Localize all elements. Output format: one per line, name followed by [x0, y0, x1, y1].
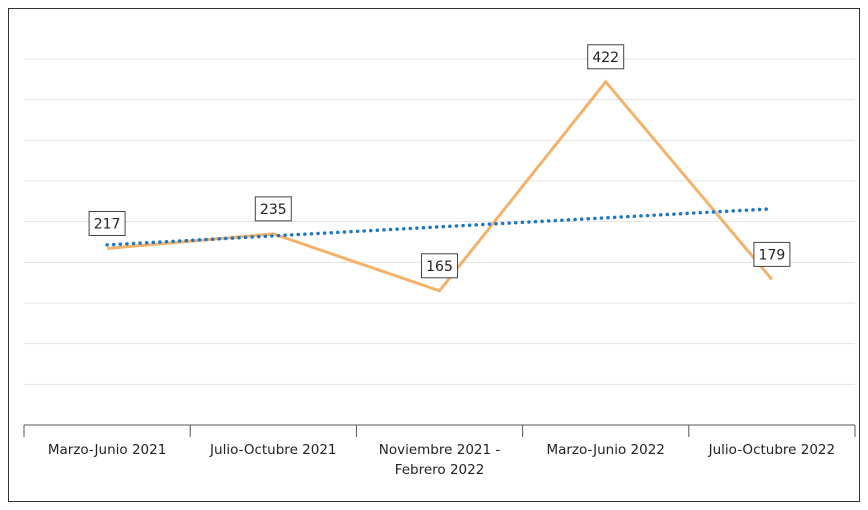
data-label-box — [587, 44, 625, 70]
data-label-box — [753, 241, 791, 267]
data-label-box — [88, 211, 126, 237]
x-tick-label: Julio-Octubre 2022 — [708, 442, 836, 458]
x-tick-label: Julio-Octubre 2021 — [210, 442, 337, 458]
data-label-box — [254, 196, 292, 222]
data-label: 217 — [94, 217, 121, 233]
x-tick-label: Marzo-Junio 2021 — [47, 442, 167, 458]
chart-frame — [8, 8, 860, 502]
data-label: 235 — [260, 202, 287, 218]
data-label: 422 — [592, 50, 619, 66]
data-label: 179 — [759, 247, 786, 263]
x-tick-label: Marzo-Junio 2022 — [546, 442, 665, 458]
x-tick-label: Noviembre 2021 - Febrero 2022 — [378, 442, 501, 478]
data-label: 165 — [426, 259, 453, 275]
data-label-box — [421, 253, 458, 279]
trend-line — [105, 207, 774, 247]
